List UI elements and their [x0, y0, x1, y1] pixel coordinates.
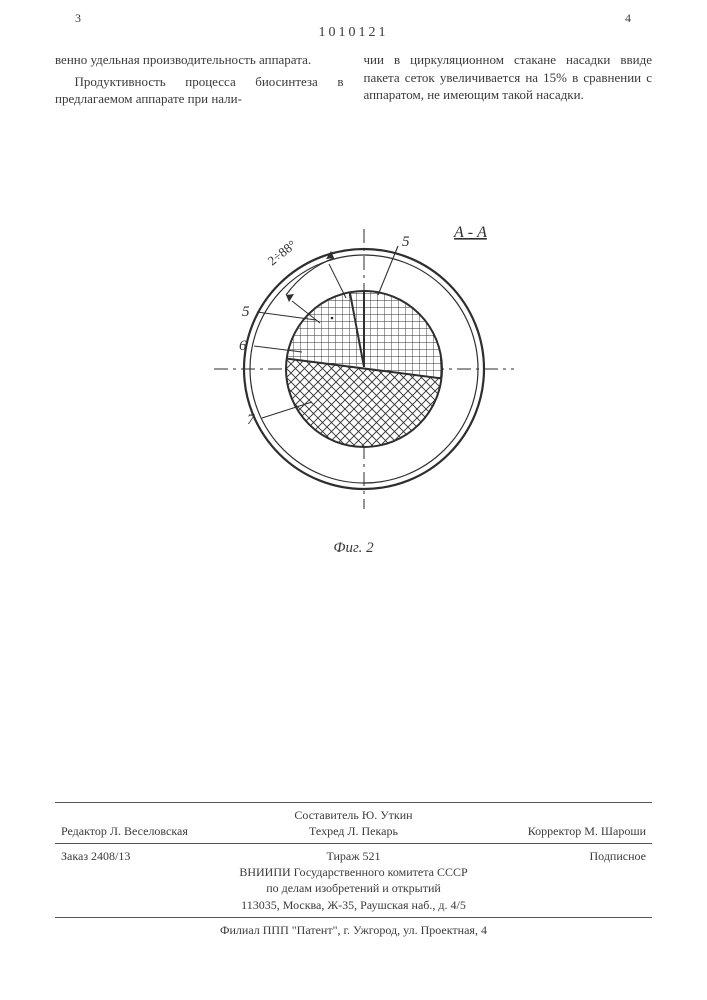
org-line-1: ВНИИПИ Государственного комитета СССР: [55, 864, 652, 880]
leader-5a: [378, 246, 398, 295]
corrector: Корректор М. Шароши: [451, 823, 646, 839]
angle-arc: [286, 258, 334, 295]
figure-caption: Фиг. 2: [55, 538, 652, 558]
page: 3 4 1010121 венно удельная производитель…: [0, 0, 707, 1000]
subscription: Подписное: [451, 848, 646, 864]
tech-editor: Техред Л. Пекарь: [256, 823, 451, 839]
page-number-right: 4: [625, 10, 632, 26]
para-left-2: Продуктивность процесса биосинте­за в пр…: [55, 73, 344, 108]
para-right-1: чии в циркуляционном стакане насадки вви…: [364, 51, 653, 104]
rule-1: [55, 802, 652, 803]
figure-svg: А - А: [174, 202, 534, 532]
branch-line: Филиал ППП "Патент", г. Ужгород, ул. Про…: [55, 922, 652, 938]
order: Заказ 2408/13: [61, 848, 256, 864]
right-column: чии в циркуляционном стакане насадки вви…: [364, 51, 653, 112]
rule-2: [55, 843, 652, 844]
tick-dot: [330, 316, 333, 319]
ref-5a: 5: [402, 234, 410, 250]
angle-witness-2: [329, 264, 346, 298]
angle-label: 2÷88°: [264, 237, 298, 268]
print-run: Тираж 521: [256, 848, 451, 864]
colophon: Составитель Ю. Уткин Редактор Л. Веселов…: [55, 798, 652, 938]
figure-area: А - А: [55, 202, 652, 602]
print-row: Заказ 2408/13 Тираж 521 Подписное: [55, 848, 652, 864]
editor: Редактор Л. Веселовская: [61, 823, 256, 839]
document-number: 1010121: [55, 24, 652, 43]
angle-arrow-1: [286, 294, 294, 302]
rule-3: [55, 917, 652, 918]
para-left-1: венно удельная производительность аппа­р…: [55, 51, 344, 69]
org-line-2: по делам изобретений и открытий: [55, 880, 652, 896]
org-address: 113035, Москва, Ж-35, Раушская наб., д. …: [55, 897, 652, 913]
credits-row: Редактор Л. Веселовская Техред Л. Пекарь…: [55, 823, 652, 839]
compiler-line: Составитель Ю. Уткин: [55, 807, 652, 823]
page-number-left: 3: [75, 10, 82, 26]
ref-6: 6: [239, 338, 247, 354]
left-column: венно удельная производительность аппа­р…: [55, 51, 344, 112]
text-columns: венно удельная производительность аппа­р…: [55, 51, 652, 112]
ref-5b: 5: [242, 304, 250, 320]
section-label: А - А: [453, 224, 487, 241]
region-upper-right-grid: [364, 282, 454, 380]
